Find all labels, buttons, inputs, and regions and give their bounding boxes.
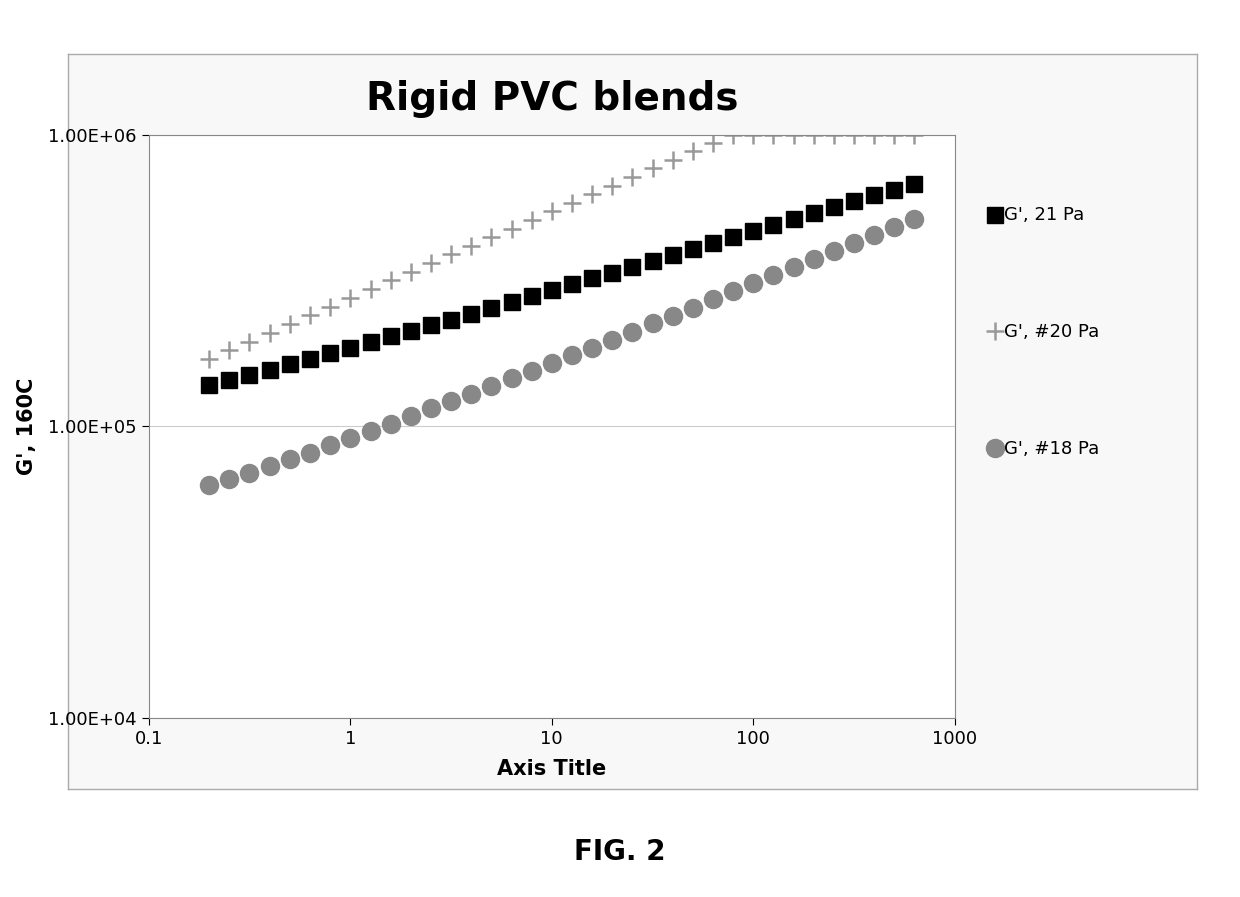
X-axis label: Axis Title: Axis Title	[497, 759, 606, 779]
Text: G', #20 Pa: G', #20 Pa	[1004, 323, 1100, 341]
Text: FIG. 2: FIG. 2	[574, 838, 666, 867]
Title: Rigid PVC blends: Rigid PVC blends	[366, 80, 738, 118]
Text: G', 21 Pa: G', 21 Pa	[1004, 206, 1085, 224]
Text: G', #18 Pa: G', #18 Pa	[1004, 440, 1100, 457]
Y-axis label: G', 160C: G', 160C	[16, 378, 36, 475]
